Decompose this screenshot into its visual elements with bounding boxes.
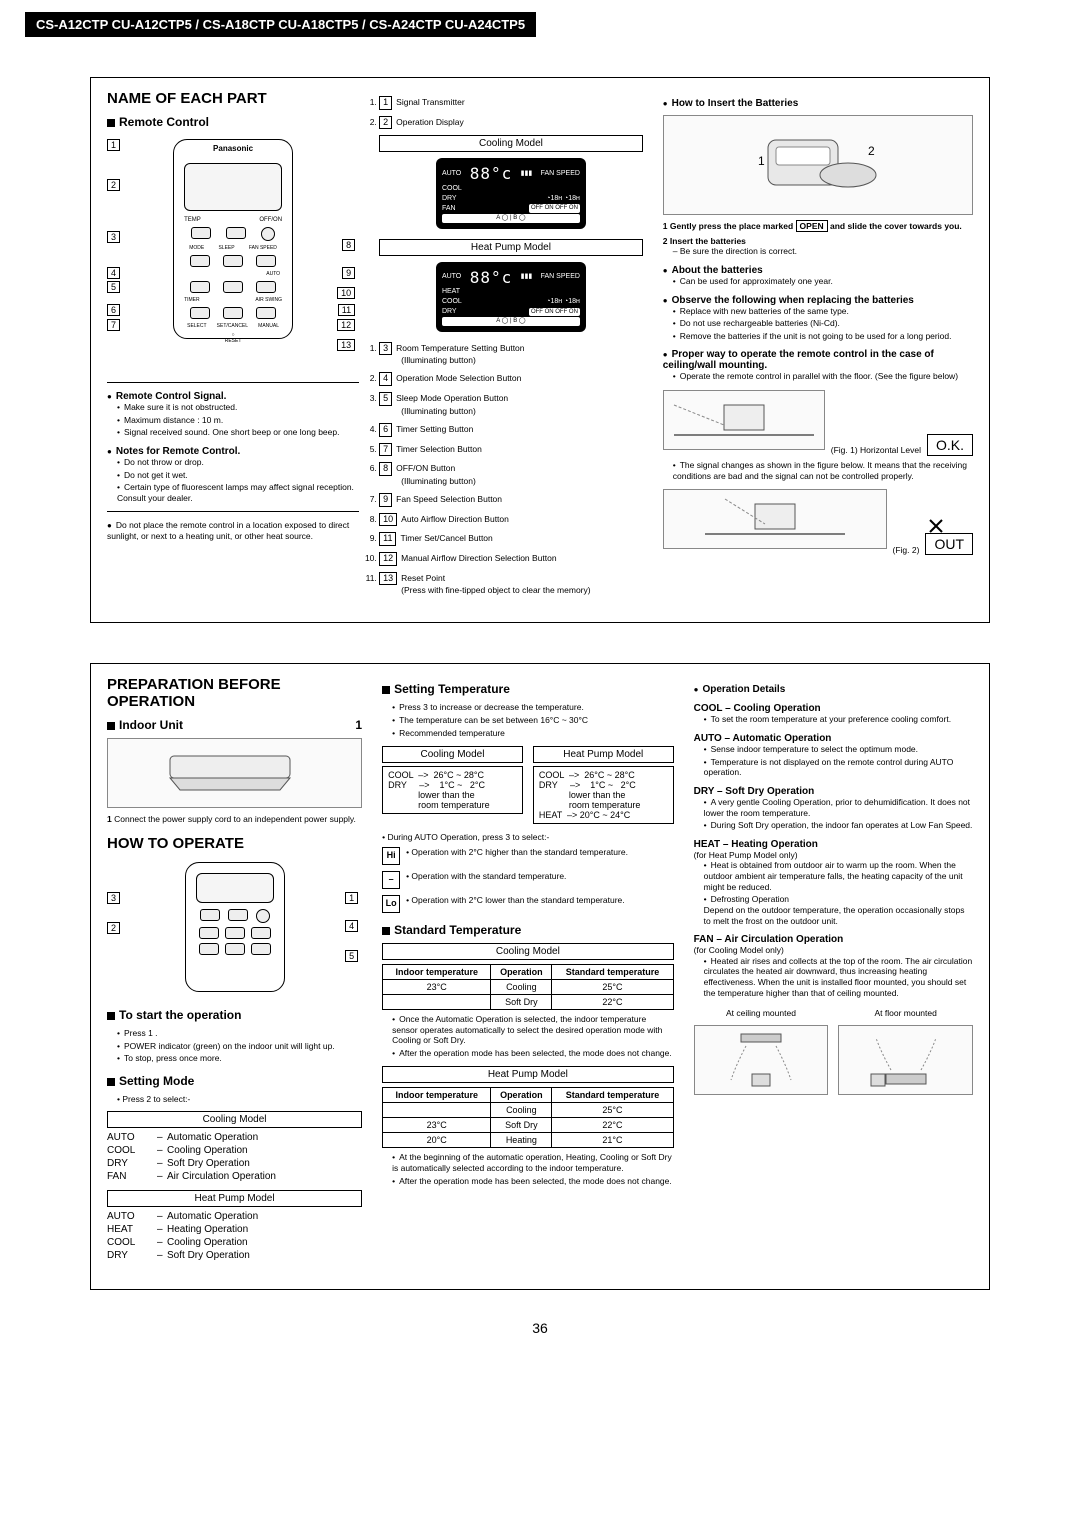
fig1-illustration — [663, 390, 825, 450]
ceiling-illustration — [694, 1025, 829, 1095]
howto-remote — [185, 862, 285, 992]
section2-title: PREPARATION BEFORE OPERATION — [107, 676, 362, 710]
placement-note: Do not place the remote control in a loc… — [107, 520, 359, 542]
svg-text:1: 1 — [758, 154, 765, 168]
indoor-unit-illustration — [107, 738, 362, 808]
insert-batteries-heading: How to Insert the Batteries — [663, 98, 973, 109]
rc-signal-heading: Remote Control Signal. — [107, 391, 359, 402]
section-preparation-operation: PREPARATION BEFORE OPERATION Indoor Unit… — [90, 663, 990, 1289]
howto-title: HOW TO OPERATE — [107, 835, 362, 852]
section1-title: NAME OF EACH PART — [107, 90, 359, 107]
rc-notes-heading: Notes for Remote Control. — [107, 446, 359, 457]
remote-diagram: Panasonic TEMPOFF/ON MODESLEEPFAN SPEED … — [173, 139, 293, 339]
heatpump-model-label: Heat Pump Model — [379, 239, 643, 256]
lcd-cooling: AUTO88°c▮▮▮FAN SPEED COOL DRY◔18ʜ ◔18ʜ F… — [436, 158, 586, 228]
section-name-of-each-part: NAME OF EACH PART Remote Control 1 2 3 4… — [90, 77, 990, 623]
battery-illustration: 1 2 — [663, 115, 973, 215]
floor-illustration — [838, 1025, 973, 1095]
svg-text:2: 2 — [868, 144, 875, 158]
remote-control-heading: Remote Control — [107, 115, 359, 129]
model-header: CS-A12CTP CU-A12CTP5 / CS-A18CTP CU-A18C… — [25, 12, 536, 37]
fig2-illustration — [663, 489, 887, 549]
page-number: 36 — [90, 1320, 990, 1336]
lcd-heatpump: AUTO88°c▮▮▮FAN SPEED HEAT COOL◔18ʜ ◔18ʜ … — [436, 262, 586, 332]
cooling-model-label: Cooling Model — [379, 135, 643, 152]
